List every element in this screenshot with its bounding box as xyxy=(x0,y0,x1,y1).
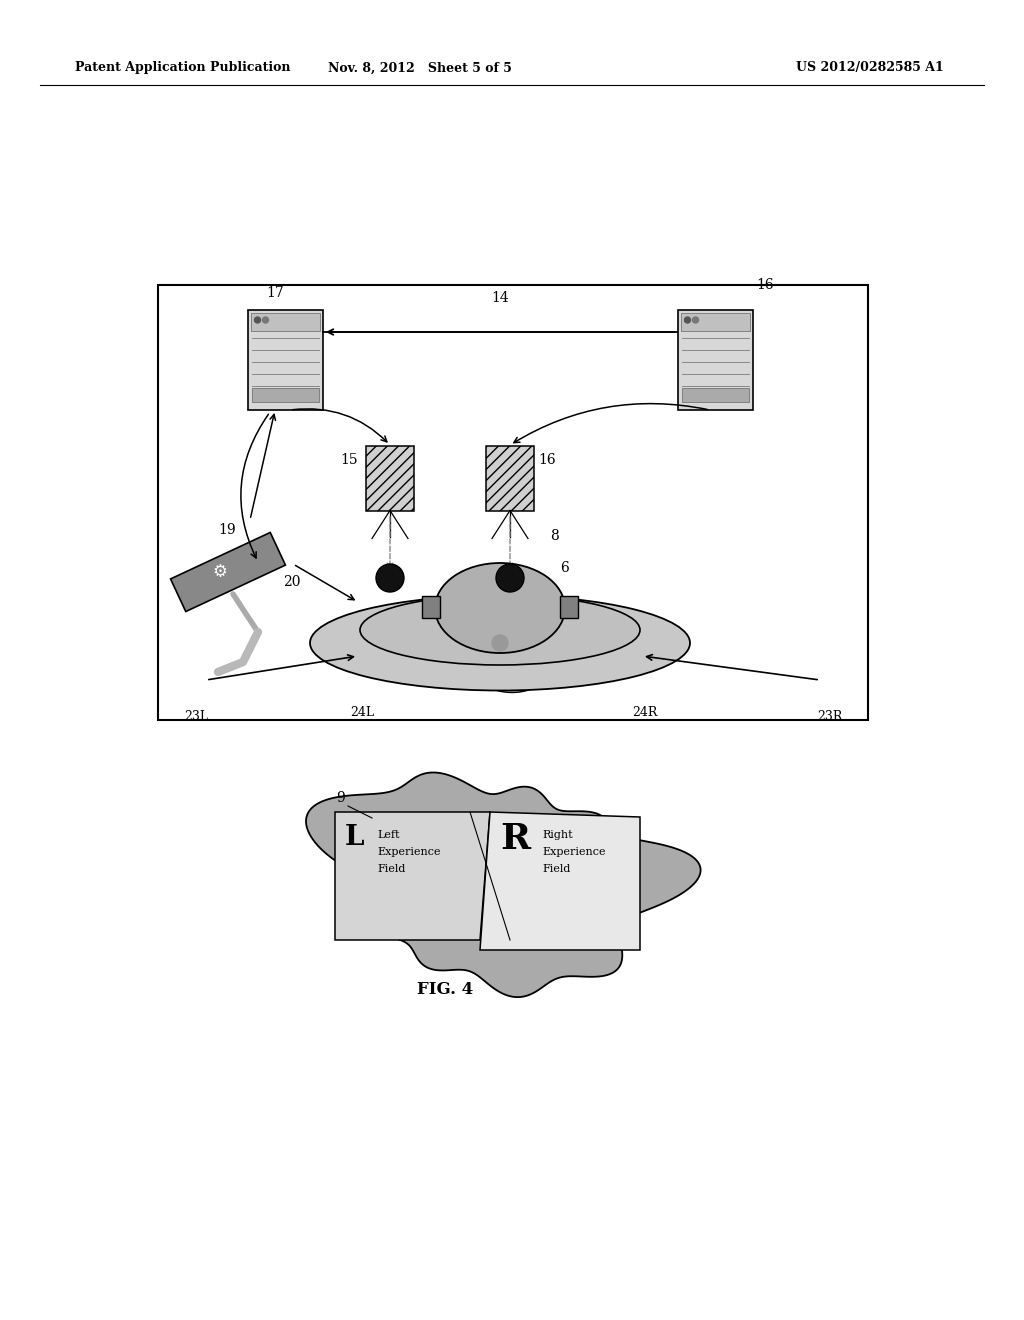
Circle shape xyxy=(255,317,260,323)
Text: 8: 8 xyxy=(550,529,559,543)
Text: Field: Field xyxy=(377,865,406,874)
FancyBboxPatch shape xyxy=(366,446,414,511)
Bar xyxy=(158,285,868,719)
Ellipse shape xyxy=(360,595,640,665)
Circle shape xyxy=(684,317,690,323)
Circle shape xyxy=(692,317,698,323)
Ellipse shape xyxy=(435,564,565,653)
Text: FIG. 4: FIG. 4 xyxy=(417,982,473,998)
Ellipse shape xyxy=(310,595,690,690)
Text: 16: 16 xyxy=(756,279,774,292)
Text: US 2012/0282585 A1: US 2012/0282585 A1 xyxy=(796,62,944,74)
Text: 17: 17 xyxy=(266,286,284,300)
FancyBboxPatch shape xyxy=(251,313,319,331)
Text: R: R xyxy=(500,822,530,855)
Text: 24R: 24R xyxy=(632,706,657,719)
Circle shape xyxy=(496,564,524,591)
Text: 14: 14 xyxy=(492,290,509,305)
FancyBboxPatch shape xyxy=(422,597,440,618)
Polygon shape xyxy=(335,812,490,940)
FancyBboxPatch shape xyxy=(682,388,749,403)
Text: Right: Right xyxy=(542,830,572,840)
Circle shape xyxy=(262,317,268,323)
Text: Field: Field xyxy=(542,865,570,874)
Polygon shape xyxy=(306,772,700,997)
Polygon shape xyxy=(480,812,640,950)
Circle shape xyxy=(376,564,404,591)
Text: ⚙: ⚙ xyxy=(213,564,227,581)
Text: 23R: 23R xyxy=(817,710,843,723)
Text: Left: Left xyxy=(377,830,399,840)
Text: Experience: Experience xyxy=(377,847,440,857)
Ellipse shape xyxy=(484,668,540,693)
Text: 19: 19 xyxy=(218,523,236,537)
Text: 20: 20 xyxy=(283,576,300,589)
Text: 16: 16 xyxy=(538,453,556,467)
Text: 15: 15 xyxy=(340,453,358,467)
Polygon shape xyxy=(171,532,286,611)
Text: Nov. 8, 2012   Sheet 5 of 5: Nov. 8, 2012 Sheet 5 of 5 xyxy=(328,62,512,74)
Text: L: L xyxy=(345,824,365,851)
Text: 6: 6 xyxy=(560,561,568,576)
Text: 23L: 23L xyxy=(184,710,208,723)
Circle shape xyxy=(492,635,508,651)
FancyBboxPatch shape xyxy=(678,310,753,411)
Text: Patent Application Publication: Patent Application Publication xyxy=(75,62,291,74)
Text: Experience: Experience xyxy=(542,847,605,857)
FancyBboxPatch shape xyxy=(252,388,318,403)
Text: 9: 9 xyxy=(336,791,345,805)
FancyBboxPatch shape xyxy=(681,313,750,331)
FancyBboxPatch shape xyxy=(560,597,578,618)
FancyBboxPatch shape xyxy=(248,310,323,411)
FancyBboxPatch shape xyxy=(486,446,534,511)
Text: 24L: 24L xyxy=(350,706,374,719)
